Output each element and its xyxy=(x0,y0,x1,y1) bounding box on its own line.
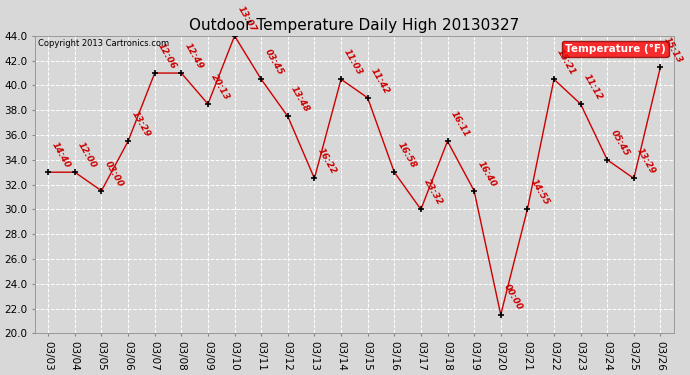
Text: 16:40: 16:40 xyxy=(475,159,497,188)
Text: 13:07: 13:07 xyxy=(236,4,258,33)
Text: 16:22: 16:22 xyxy=(316,147,338,176)
Text: 13:48: 13:48 xyxy=(289,85,311,114)
Text: 13:29: 13:29 xyxy=(635,147,658,176)
Text: 12:49: 12:49 xyxy=(183,41,205,70)
Text: 16:58: 16:58 xyxy=(395,140,417,170)
Text: 12:06: 12:06 xyxy=(156,41,178,70)
Text: 03:00: 03:00 xyxy=(103,159,125,188)
Text: 20:13: 20:13 xyxy=(209,72,231,102)
Text: 11:42: 11:42 xyxy=(369,66,391,95)
Text: 11:03: 11:03 xyxy=(342,48,364,77)
Text: Copyright 2013 Cartronics.com: Copyright 2013 Cartronics.com xyxy=(38,39,169,48)
Text: 14:40: 14:40 xyxy=(50,140,72,170)
Legend: Temperature (°F): Temperature (°F) xyxy=(562,41,669,57)
Text: 15:21: 15:21 xyxy=(555,48,578,77)
Text: 11:12: 11:12 xyxy=(582,72,604,102)
Text: 12:00: 12:00 xyxy=(76,140,98,170)
Text: 14:55: 14:55 xyxy=(529,178,551,207)
Text: 23:32: 23:32 xyxy=(422,178,444,207)
Text: 00:00: 00:00 xyxy=(502,283,524,312)
Text: 16:11: 16:11 xyxy=(448,110,471,139)
Text: 15:13: 15:13 xyxy=(662,35,684,64)
Title: Outdoor Temperature Daily High 20130327: Outdoor Temperature Daily High 20130327 xyxy=(189,18,520,33)
Text: 05:45: 05:45 xyxy=(609,128,631,158)
Text: 13:29: 13:29 xyxy=(130,110,152,139)
Text: 03:45: 03:45 xyxy=(262,48,284,77)
